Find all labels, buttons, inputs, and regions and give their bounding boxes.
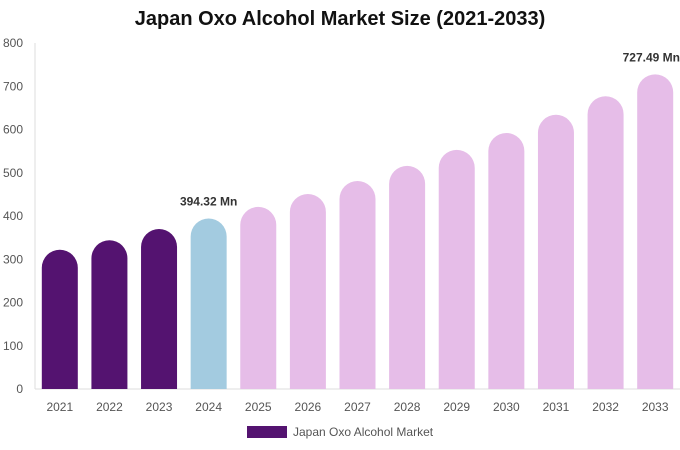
x-tick-label: 2027 [344,400,371,414]
x-tick-label: 2021 [46,400,73,414]
y-tick-label: 100 [3,339,23,353]
y-tick-label: 200 [3,296,23,310]
bar-2025 [240,206,277,389]
y-tick-label: 700 [3,79,23,93]
data-label-2033: 727.49 Mn [623,50,680,64]
bar-2030 [488,132,525,389]
y-tick-label: 500 [3,166,23,180]
x-tick-label: 2033 [642,400,669,414]
x-tick-label: 2024 [195,400,222,414]
x-tick-label: 2028 [394,400,421,414]
bar-2026 [289,193,326,389]
legend-swatch [247,426,287,438]
x-tick-label: 2029 [443,400,470,414]
bar-2033 [637,74,674,390]
bar-2028 [389,165,426,389]
bar-2024 [190,218,227,389]
y-tick-label: 300 [3,252,23,266]
bar-2031 [537,114,574,390]
y-tick-label: 800 [3,36,23,50]
bar-2023 [141,228,178,389]
x-tick-label: 2023 [146,400,173,414]
bar-2021 [41,249,78,389]
x-tick-label: 2031 [543,400,570,414]
legend-label: Japan Oxo Alcohol Market [293,425,434,439]
bar-2032 [587,96,624,389]
bar-2027 [339,180,376,389]
bar-2029 [438,149,475,389]
chart-title: Japan Oxo Alcohol Market Size (2021-2033… [134,8,546,30]
data-label-2024: 394.32 Mn [180,194,237,208]
x-tick-label: 2026 [295,400,322,414]
x-tick-label: 2030 [493,400,520,414]
legend: Japan Oxo Alcohol Market [247,425,433,439]
y-tick-label: 400 [3,209,23,223]
x-tick-label: 2022 [96,400,123,414]
bar-2022 [91,240,128,389]
y-tick-label: 0 [16,382,23,396]
x-tick-label: 2032 [592,400,619,414]
y-tick-label: 600 [3,123,23,137]
x-tick-label: 2025 [245,400,272,414]
